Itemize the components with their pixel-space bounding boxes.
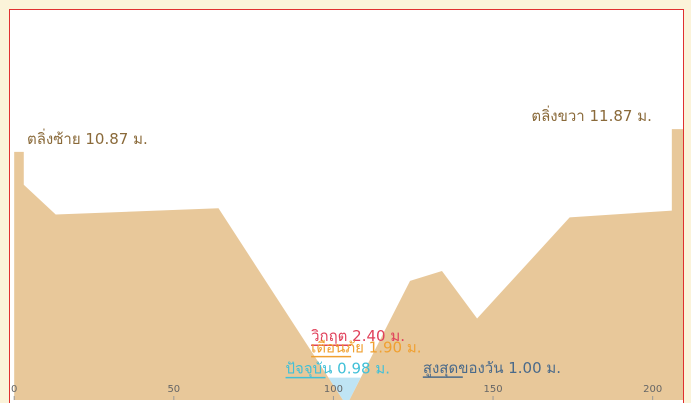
level-label: เตือนภัย 1.90 ม. bbox=[311, 339, 421, 357]
x-tick-label: 200 bbox=[643, 384, 662, 395]
level-label: สูงสุดของวัน 1.00 ม. bbox=[423, 359, 561, 378]
level-label: ปัจจุบัน 0.98 ม. bbox=[286, 360, 390, 379]
x-tick-label: 50 bbox=[167, 384, 180, 395]
x-tick-label: 150 bbox=[484, 384, 503, 395]
x-tick-label: 0 bbox=[11, 384, 17, 395]
x-tick-label: 100 bbox=[324, 384, 343, 395]
bank-label: ตลิ่งซ้าย 10.87 ม. bbox=[27, 128, 148, 148]
water bbox=[328, 377, 361, 400]
bank-label: ตลิ่งขวา 11.87 ม. bbox=[531, 105, 652, 125]
level-label: วิกฤต 2.40 ม. bbox=[311, 327, 405, 345]
ground-profile bbox=[14, 129, 684, 400]
